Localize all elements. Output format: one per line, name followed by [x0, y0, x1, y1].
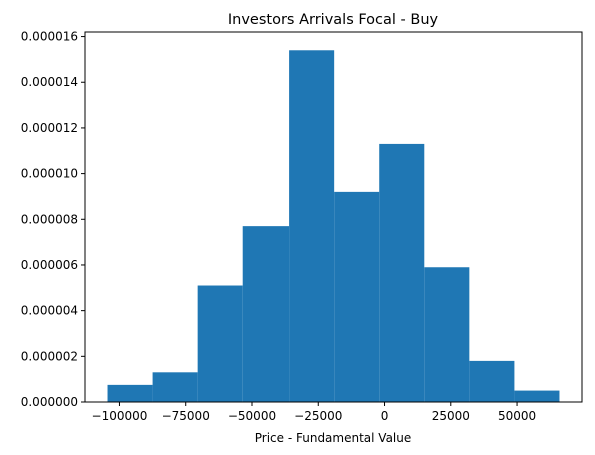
- histogram-bar: [197, 285, 243, 402]
- histogram-bar: [424, 267, 470, 402]
- y-axis-ticks: 0.000000 0.000002 0.000004 0.000006 0.000008…: [21, 30, 85, 409]
- histogram-bar: [514, 390, 560, 402]
- chart-title: Investors Arrivals Focal - Buy: [228, 12, 439, 28]
- y-tick-label: 0.000006: [21, 258, 78, 272]
- y-tick-label: 0.000014: [21, 75, 78, 89]
- x-tick-label: −25000: [294, 409, 342, 423]
- x-tick-label: −50000: [228, 409, 276, 423]
- y-tick-label: 0.000004: [21, 304, 78, 318]
- y-tick-label: 0.000012: [21, 121, 78, 135]
- x-tick-label: 50000: [498, 409, 536, 423]
- x-axis-label: Price - Fundamental Value: [255, 431, 412, 445]
- x-tick-label: 0: [381, 409, 389, 423]
- y-tick-label: 0.000016: [21, 30, 78, 44]
- histogram-bar: [379, 143, 425, 402]
- histogram-bars: [107, 50, 560, 402]
- histogram-bar: [107, 384, 153, 402]
- histogram-bar: [469, 360, 515, 402]
- histogram-bar: [289, 50, 335, 402]
- histogram-bar: [334, 191, 380, 402]
- x-axis-ticks: −100000 −75000 −50000 −25000 0 25000 50000: [92, 402, 536, 423]
- plot-frame: [84, 31, 583, 403]
- x-tick-label: 25000: [432, 409, 470, 423]
- y-tick-label: 0.000000: [21, 395, 78, 409]
- x-tick-label: −75000: [162, 409, 210, 423]
- histogram-bar: [152, 372, 198, 402]
- x-tick-label: −100000: [92, 409, 148, 423]
- y-tick-label: 0.000002: [21, 349, 78, 363]
- y-tick-label: 0.000008: [21, 212, 78, 226]
- y-tick-label: 0.000010: [21, 167, 78, 181]
- histogram-bar: [242, 226, 290, 402]
